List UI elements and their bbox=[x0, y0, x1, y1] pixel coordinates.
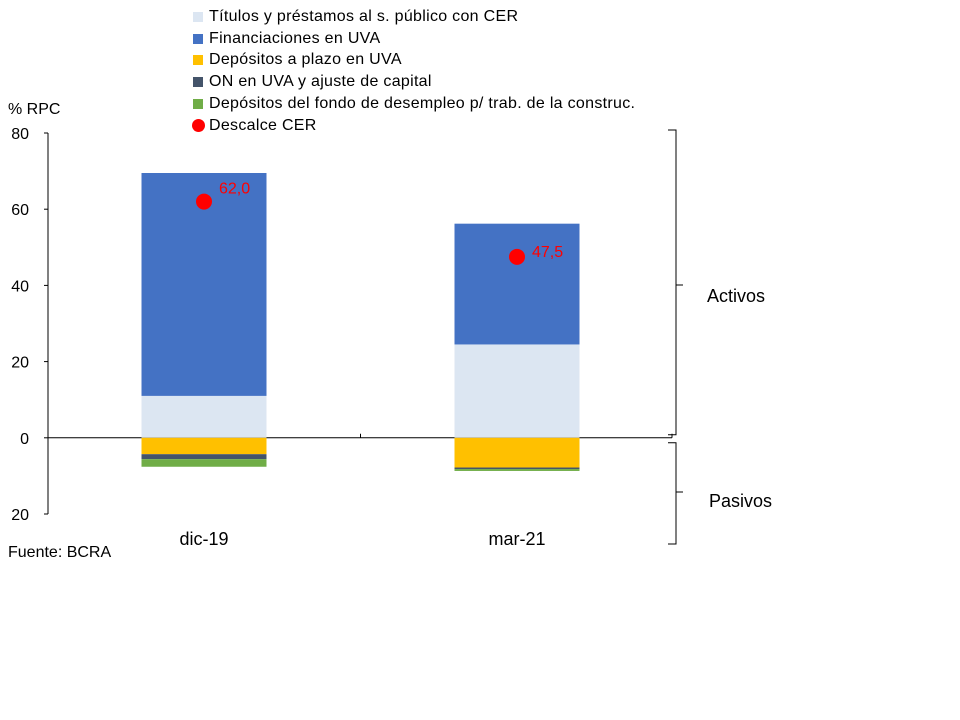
bar-financiaciones-en-uva-dic-19 bbox=[141, 173, 267, 396]
y-tick-label: 40 bbox=[11, 278, 29, 295]
legend-item-depositos-del-fondo-de-desempleo-p-trab-de-la-construc: Depósitos del fondo de desempleo p/ trab… bbox=[193, 93, 635, 115]
legend-swatch bbox=[193, 33, 203, 44]
annotation-pasivos: Pasivos bbox=[709, 491, 773, 511]
marker-descalce-mar-21 bbox=[509, 248, 525, 265]
legend-item-depositos-a-plazo-en-uva: Depósitos a plazo en UVA bbox=[193, 50, 635, 72]
y-axis-label: % RPC bbox=[8, 101, 61, 118]
legend-item-on-en-uva-y-ajuste-de-capital: ON en UVA y ajuste de capital bbox=[193, 71, 635, 93]
annotation-activos: Activos bbox=[707, 286, 766, 306]
legend-swatch bbox=[193, 55, 203, 66]
legend-swatch bbox=[193, 77, 203, 88]
legend-item-financiaciones-en-uva: Financiaciones en UVA bbox=[193, 28, 635, 50]
x-tick-label-dic-19: dic-19 bbox=[179, 529, 228, 549]
bar-titulos-y-prestamos-al-s-publico-con-cer-mar-21 bbox=[454, 344, 580, 438]
legend-label: Financiaciones en UVA bbox=[209, 29, 381, 47]
legend-label: ON en UVA y ajuste de capital bbox=[209, 73, 432, 91]
data-label-descalce-dic-19: 62,0 bbox=[219, 181, 250, 198]
bar-financiaciones-en-uva-mar-21 bbox=[454, 223, 580, 345]
bar-on-en-uva-y-ajuste-de-capital-mar-21 bbox=[454, 467, 580, 470]
legend-label: Descalce CER bbox=[209, 116, 317, 134]
legend-swatch bbox=[192, 119, 205, 133]
marker-descalce-dic-19 bbox=[196, 193, 212, 210]
bar-titulos-y-prestamos-al-s-publico-con-cer-dic-19 bbox=[141, 395, 267, 438]
bar-depositos-a-plazo-en-uva-dic-19 bbox=[141, 437, 267, 455]
bracket-pasivos bbox=[668, 442, 683, 545]
bars bbox=[141, 173, 580, 471]
legend-swatch bbox=[193, 11, 203, 22]
bar-depositos-del-fondo-de-desempleo-p-trab-de-la-construc-mar-21 bbox=[454, 469, 580, 471]
source-note: Fuente: BCRA bbox=[8, 544, 112, 561]
legend-item-titulos-y-prestamos-al-s-publico-con-cer: Títulos y préstamos al s. público con CE… bbox=[193, 6, 635, 28]
legend-swatch bbox=[193, 99, 203, 110]
legend-label: Depósitos del fondo de desempleo p/ trab… bbox=[209, 95, 636, 113]
bar-depositos-a-plazo-en-uva-mar-21 bbox=[454, 437, 580, 468]
x-tick-label-mar-21: mar-21 bbox=[488, 529, 545, 549]
legend-item-descalce-cer: Descalce CER bbox=[192, 115, 635, 137]
y-tick-label: 20 bbox=[11, 507, 29, 524]
data-label-descalce-mar-21: 47,5 bbox=[532, 244, 563, 261]
bracket-activos bbox=[668, 129, 683, 436]
y-tick-label: 20 bbox=[11, 355, 29, 372]
bar-on-en-uva-y-ajuste-de-capital-dic-19 bbox=[141, 454, 267, 460]
legend: Títulos y préstamos al s. público con CE… bbox=[192, 6, 635, 137]
descalce-markers: 62,0 47,5 bbox=[196, 181, 563, 265]
y-tick-label: 0 bbox=[20, 431, 29, 448]
legend-label: Depósitos a plazo en UVA bbox=[209, 51, 402, 69]
brackets bbox=[668, 129, 683, 545]
legend-label: Títulos y préstamos al s. público con CE… bbox=[209, 7, 519, 25]
y-tick-label: 80 bbox=[11, 126, 29, 143]
y-tick-label: 60 bbox=[11, 202, 29, 219]
bar-depositos-del-fondo-de-desempleo-p-trab-de-la-construc-dic-19 bbox=[141, 459, 267, 467]
